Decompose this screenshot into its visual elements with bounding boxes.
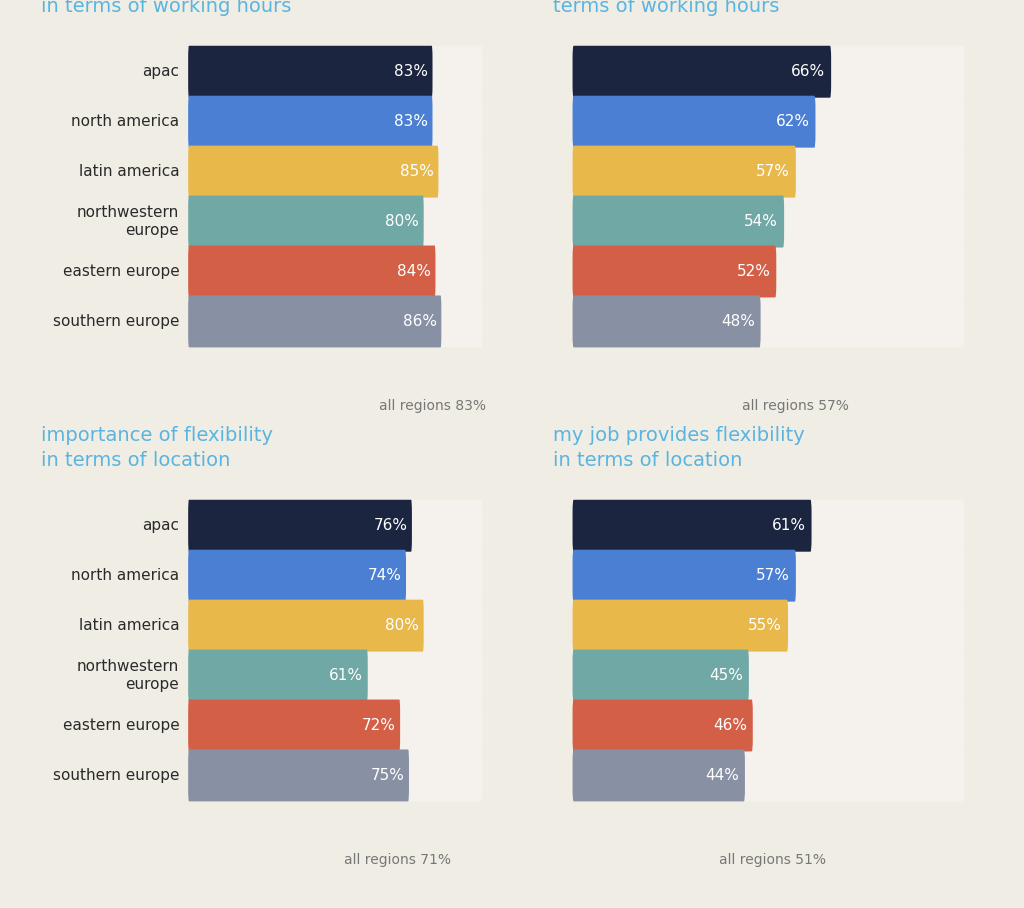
FancyBboxPatch shape [188,499,482,552]
Text: 84%: 84% [397,264,431,279]
Text: 76%: 76% [374,518,408,533]
FancyBboxPatch shape [188,45,432,98]
FancyBboxPatch shape [188,549,482,602]
FancyBboxPatch shape [572,95,815,148]
Text: 57%: 57% [756,164,790,179]
FancyBboxPatch shape [572,649,965,702]
Text: latin america: latin america [79,618,179,633]
FancyBboxPatch shape [572,195,784,248]
Text: 48%: 48% [721,314,755,329]
FancyBboxPatch shape [188,649,482,702]
Text: all regions 83%: all regions 83% [379,400,486,413]
Text: 57%: 57% [756,568,790,583]
FancyBboxPatch shape [188,195,424,248]
FancyBboxPatch shape [572,145,965,198]
FancyBboxPatch shape [572,549,965,602]
Text: 61%: 61% [330,668,364,683]
Text: 45%: 45% [709,668,743,683]
FancyBboxPatch shape [188,599,482,652]
Text: 85%: 85% [400,164,434,179]
Text: 80%: 80% [385,618,419,633]
Text: southern europe: southern europe [53,314,179,329]
Text: all regions 71%: all regions 71% [344,854,451,867]
FancyBboxPatch shape [572,245,965,298]
Text: importance of flexibility
in terms of location: importance of flexibility in terms of lo… [41,426,273,469]
Text: my job provides flexibility
in terms of location: my job provides flexibility in terms of … [553,426,805,469]
Text: 66%: 66% [792,64,825,79]
FancyBboxPatch shape [572,295,761,348]
Text: apac: apac [142,64,179,79]
FancyBboxPatch shape [572,549,796,602]
FancyBboxPatch shape [188,749,409,802]
Text: all regions 57%: all regions 57% [742,400,849,413]
FancyBboxPatch shape [188,649,368,702]
Text: 83%: 83% [394,114,428,129]
FancyBboxPatch shape [188,599,424,652]
Text: 75%: 75% [371,768,404,783]
FancyBboxPatch shape [188,499,412,552]
FancyBboxPatch shape [572,45,965,98]
FancyBboxPatch shape [572,95,965,148]
Text: southern europe: southern europe [53,768,179,783]
Text: north america: north america [72,568,179,583]
FancyBboxPatch shape [572,145,796,198]
Text: north america: north america [72,114,179,129]
FancyBboxPatch shape [572,245,776,298]
FancyBboxPatch shape [188,295,441,348]
FancyBboxPatch shape [188,699,400,752]
FancyBboxPatch shape [188,549,407,602]
Text: importance of flexibility
in terms of working hours: importance of flexibility in terms of wo… [41,0,292,15]
Text: 80%: 80% [385,214,419,229]
FancyBboxPatch shape [188,245,482,298]
FancyBboxPatch shape [572,599,788,652]
FancyBboxPatch shape [572,699,753,752]
FancyBboxPatch shape [188,145,438,198]
FancyBboxPatch shape [572,499,965,552]
FancyBboxPatch shape [572,195,965,248]
FancyBboxPatch shape [188,749,482,802]
Text: northwestern
europe: northwestern europe [77,659,179,692]
FancyBboxPatch shape [188,195,482,248]
FancyBboxPatch shape [572,45,831,98]
FancyBboxPatch shape [572,499,812,552]
Text: latin america: latin america [79,164,179,179]
FancyBboxPatch shape [572,749,965,802]
Text: 72%: 72% [361,718,395,733]
Text: 61%: 61% [772,518,806,533]
Text: 52%: 52% [736,264,770,279]
FancyBboxPatch shape [188,145,482,198]
FancyBboxPatch shape [188,95,432,148]
FancyBboxPatch shape [188,45,482,98]
Text: 54%: 54% [744,214,778,229]
FancyBboxPatch shape [572,649,749,702]
Text: eastern europe: eastern europe [62,718,179,733]
Text: 62%: 62% [775,114,810,129]
Text: my job provides flexibility in
terms of working hours: my job provides flexibility in terms of … [553,0,828,15]
Text: 83%: 83% [394,64,428,79]
Text: 46%: 46% [713,718,746,733]
FancyBboxPatch shape [572,699,965,752]
Text: 55%: 55% [749,618,782,633]
FancyBboxPatch shape [572,295,965,348]
Text: 86%: 86% [402,314,437,329]
FancyBboxPatch shape [188,245,435,298]
FancyBboxPatch shape [188,699,482,752]
Text: 44%: 44% [706,768,739,783]
Text: all regions 51%: all regions 51% [719,854,826,867]
Text: 74%: 74% [368,568,401,583]
FancyBboxPatch shape [188,295,482,348]
FancyBboxPatch shape [572,599,965,652]
FancyBboxPatch shape [188,95,482,148]
Text: apac: apac [142,518,179,533]
Text: eastern europe: eastern europe [62,264,179,279]
Text: northwestern
europe: northwestern europe [77,205,179,238]
FancyBboxPatch shape [572,749,744,802]
